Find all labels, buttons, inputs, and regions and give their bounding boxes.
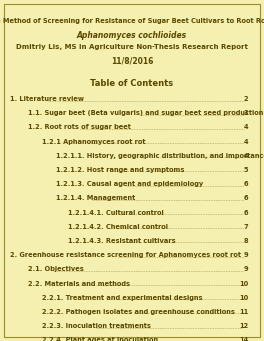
Text: 2. Greenhouse resistance screening for Aphanomyces root rot: 2. Greenhouse resistance screening for A…	[10, 252, 241, 258]
Text: 12: 12	[239, 323, 248, 329]
Text: 1.2.1.4.2. Chemical control: 1.2.1.4.2. Chemical control	[68, 224, 168, 230]
Text: 2.1. Objectives: 2.1. Objectives	[28, 266, 84, 272]
Text: 2.2.2. Pathogen isolates and greenhouse conditions: 2.2.2. Pathogen isolates and greenhouse …	[42, 309, 235, 315]
Text: 8: 8	[243, 238, 248, 244]
Text: 2.2. Materials and methods: 2.2. Materials and methods	[28, 281, 130, 286]
Text: 7: 7	[243, 224, 248, 230]
Text: 1.2.1.4.1. Cultural control: 1.2.1.4.1. Cultural control	[68, 210, 164, 216]
Text: 4: 4	[243, 138, 248, 145]
Text: 6: 6	[243, 210, 248, 216]
Text: 1. Literature review: 1. Literature review	[10, 96, 84, 102]
Text: 1.2.1.2. Host range and symptoms: 1.2.1.2. Host range and symptoms	[56, 167, 184, 173]
Text: 6: 6	[243, 195, 248, 202]
Text: 1.1. Sugar beet (Beta vulgaris) and sugar beet seed production: 1.1. Sugar beet (Beta vulgaris) and suga…	[28, 110, 263, 116]
Text: 1.2.1 Aphanomyces root rot: 1.2.1 Aphanomyces root rot	[42, 138, 145, 145]
Text: Dmitriy Lis, MS in Agriculture Non-Thesis Research Report: Dmitriy Lis, MS in Agriculture Non-Thesi…	[16, 44, 248, 50]
Text: 9: 9	[243, 252, 248, 258]
Text: 1.2.1.4.3. Resistant cultivars: 1.2.1.4.3. Resistant cultivars	[68, 238, 176, 244]
Text: 2: 2	[243, 96, 248, 102]
Text: 2.2.3. Inoculation treatments: 2.2.3. Inoculation treatments	[42, 323, 151, 329]
Text: 4: 4	[243, 153, 248, 159]
Text: 1.2.1.3. Causal agent and epidemiology: 1.2.1.3. Causal agent and epidemiology	[56, 181, 203, 187]
Text: 1.2.1.1. History, geographic distribution, and importance: 1.2.1.1. History, geographic distributio…	[56, 153, 264, 159]
Text: 14: 14	[239, 337, 248, 341]
Text: 11/8/2016: 11/8/2016	[111, 57, 153, 66]
Text: Table of Contents: Table of Contents	[91, 79, 173, 88]
Text: 2.2.1. Treatment and experimental designs: 2.2.1. Treatment and experimental design…	[42, 295, 202, 301]
Text: 2.2.4. Plant ages at inoculation: 2.2.4. Plant ages at inoculation	[42, 337, 158, 341]
Text: 10: 10	[239, 295, 248, 301]
Text: 11: 11	[239, 309, 248, 315]
Text: 6: 6	[243, 181, 248, 187]
Text: 4: 4	[243, 124, 248, 130]
Text: 10: 10	[239, 281, 248, 286]
Text: 5: 5	[243, 167, 248, 173]
Text: Greenhouse Method of Screening for Resistance of Sugar Beet Cultivars to Root Ro: Greenhouse Method of Screening for Resis…	[0, 18, 264, 24]
Text: 9: 9	[243, 266, 248, 272]
Text: 1.2. Root rots of sugar beet: 1.2. Root rots of sugar beet	[28, 124, 131, 130]
Text: Aphanomyces cochlioides: Aphanomyces cochlioides	[77, 31, 187, 40]
Text: 1.2.1.4. Management: 1.2.1.4. Management	[56, 195, 135, 202]
Text: 3: 3	[243, 110, 248, 116]
